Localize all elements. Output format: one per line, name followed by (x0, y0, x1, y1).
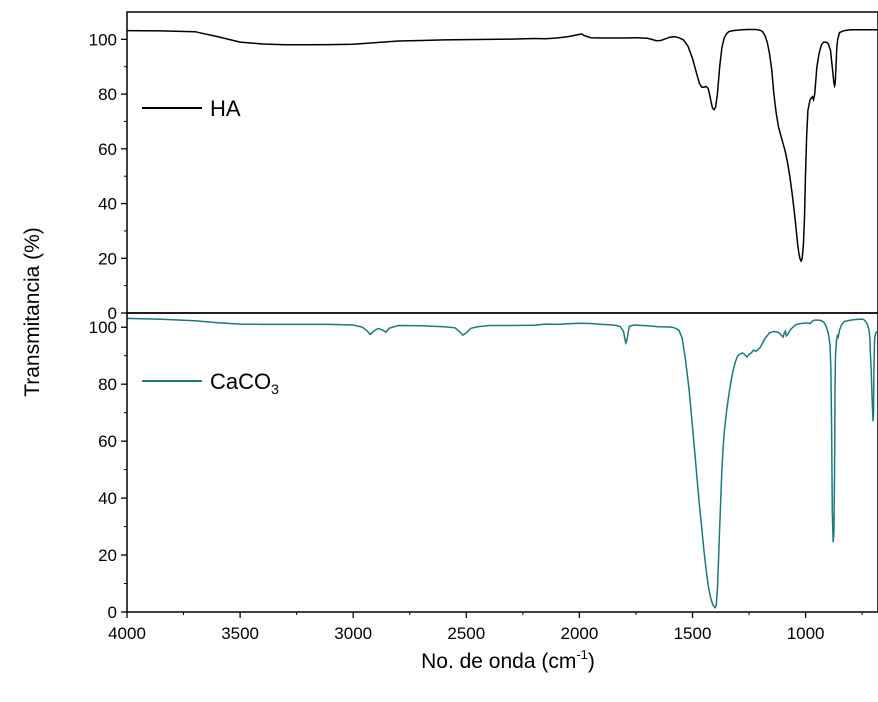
x-tick-label: 3500 (221, 624, 259, 643)
top-y-tick-label: 40 (98, 195, 117, 214)
bottom-y-tick-label: 20 (98, 546, 117, 565)
bottom-panel-frame (126, 312, 878, 613)
bottom-y-tick-label: 100 (89, 318, 117, 337)
bottom-y-tick-label: 40 (98, 489, 117, 508)
top-y-tick-label: 60 (98, 140, 117, 159)
bottom-panel-legend: CaCO3 (142, 369, 279, 397)
caco3-legend-label: CaCO3 (210, 369, 279, 397)
top-panel-legend: HA (142, 96, 241, 121)
top-y-tick-label: 0 (108, 304, 117, 323)
bottom-y-tick-label: 0 (108, 603, 117, 622)
top-panel-frame (126, 11, 878, 314)
x-axis-ticks: 4000 3500 3000 2500 2000 1500 1000 (108, 612, 863, 643)
bottom-y-tick-label: 60 (98, 432, 117, 451)
top-panel: 0 20 40 60 80 100 HA (89, 11, 878, 323)
top-y-tick-label: 100 (89, 30, 117, 49)
x-tick-label: 3000 (334, 624, 372, 643)
ha-spectrum-line (126, 28, 878, 263)
x-tick-label: 2500 (447, 624, 485, 643)
top-panel-y-ticks: 0 20 40 60 80 100 (89, 30, 127, 323)
bottom-panel: 0 20 40 60 80 100 CaCO3 (89, 312, 878, 622)
y-axis-title: Transmitancia (%) (21, 227, 44, 397)
top-y-tick-label: 20 (98, 249, 117, 268)
ha-legend-label: HA (210, 96, 241, 121)
x-axis-title: No. de onda (cm-1) (421, 647, 595, 673)
x-tick-label: 1000 (787, 624, 825, 643)
x-tick-label: 1500 (674, 624, 712, 643)
x-tick-label: 2000 (560, 624, 598, 643)
x-tick-label: 4000 (108, 624, 146, 643)
bottom-panel-y-ticks: 0 20 40 60 80 100 (89, 318, 127, 622)
bottom-y-tick-label: 80 (98, 375, 117, 394)
top-y-tick-label: 80 (98, 85, 117, 104)
caco3-spectrum-line (126, 317, 878, 610)
